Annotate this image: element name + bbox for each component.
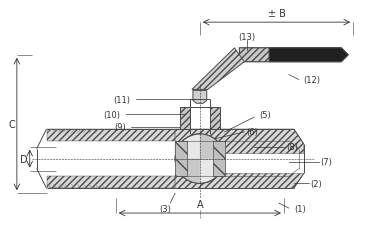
Text: A: A bbox=[196, 199, 203, 209]
Circle shape bbox=[175, 134, 225, 184]
Text: (6): (6) bbox=[246, 128, 258, 137]
Text: (8): (8) bbox=[286, 143, 298, 152]
Polygon shape bbox=[193, 91, 207, 104]
Polygon shape bbox=[239, 49, 348, 62]
Polygon shape bbox=[269, 49, 348, 62]
Polygon shape bbox=[175, 159, 200, 184]
Text: (1): (1) bbox=[294, 204, 306, 213]
Polygon shape bbox=[200, 134, 225, 159]
Text: (7): (7) bbox=[320, 158, 332, 166]
Text: (3): (3) bbox=[159, 204, 171, 213]
Polygon shape bbox=[175, 130, 304, 154]
Text: D: D bbox=[20, 154, 28, 164]
Polygon shape bbox=[239, 49, 348, 62]
Polygon shape bbox=[175, 141, 187, 177]
Text: (5): (5) bbox=[259, 110, 271, 119]
Polygon shape bbox=[180, 108, 190, 130]
Text: (9): (9) bbox=[114, 123, 126, 132]
Text: (10): (10) bbox=[104, 110, 121, 119]
Polygon shape bbox=[47, 177, 175, 188]
Polygon shape bbox=[175, 141, 187, 177]
Polygon shape bbox=[213, 141, 225, 177]
Text: (12): (12) bbox=[304, 76, 321, 85]
Polygon shape bbox=[213, 141, 225, 177]
Polygon shape bbox=[175, 174, 304, 188]
Polygon shape bbox=[210, 108, 220, 130]
Text: (11): (11) bbox=[114, 96, 131, 104]
Text: (2): (2) bbox=[310, 179, 322, 188]
Polygon shape bbox=[47, 130, 175, 141]
Polygon shape bbox=[192, 49, 244, 90]
Text: (13): (13) bbox=[239, 33, 256, 42]
Text: C: C bbox=[8, 119, 15, 130]
Text: ± B: ± B bbox=[268, 9, 286, 19]
